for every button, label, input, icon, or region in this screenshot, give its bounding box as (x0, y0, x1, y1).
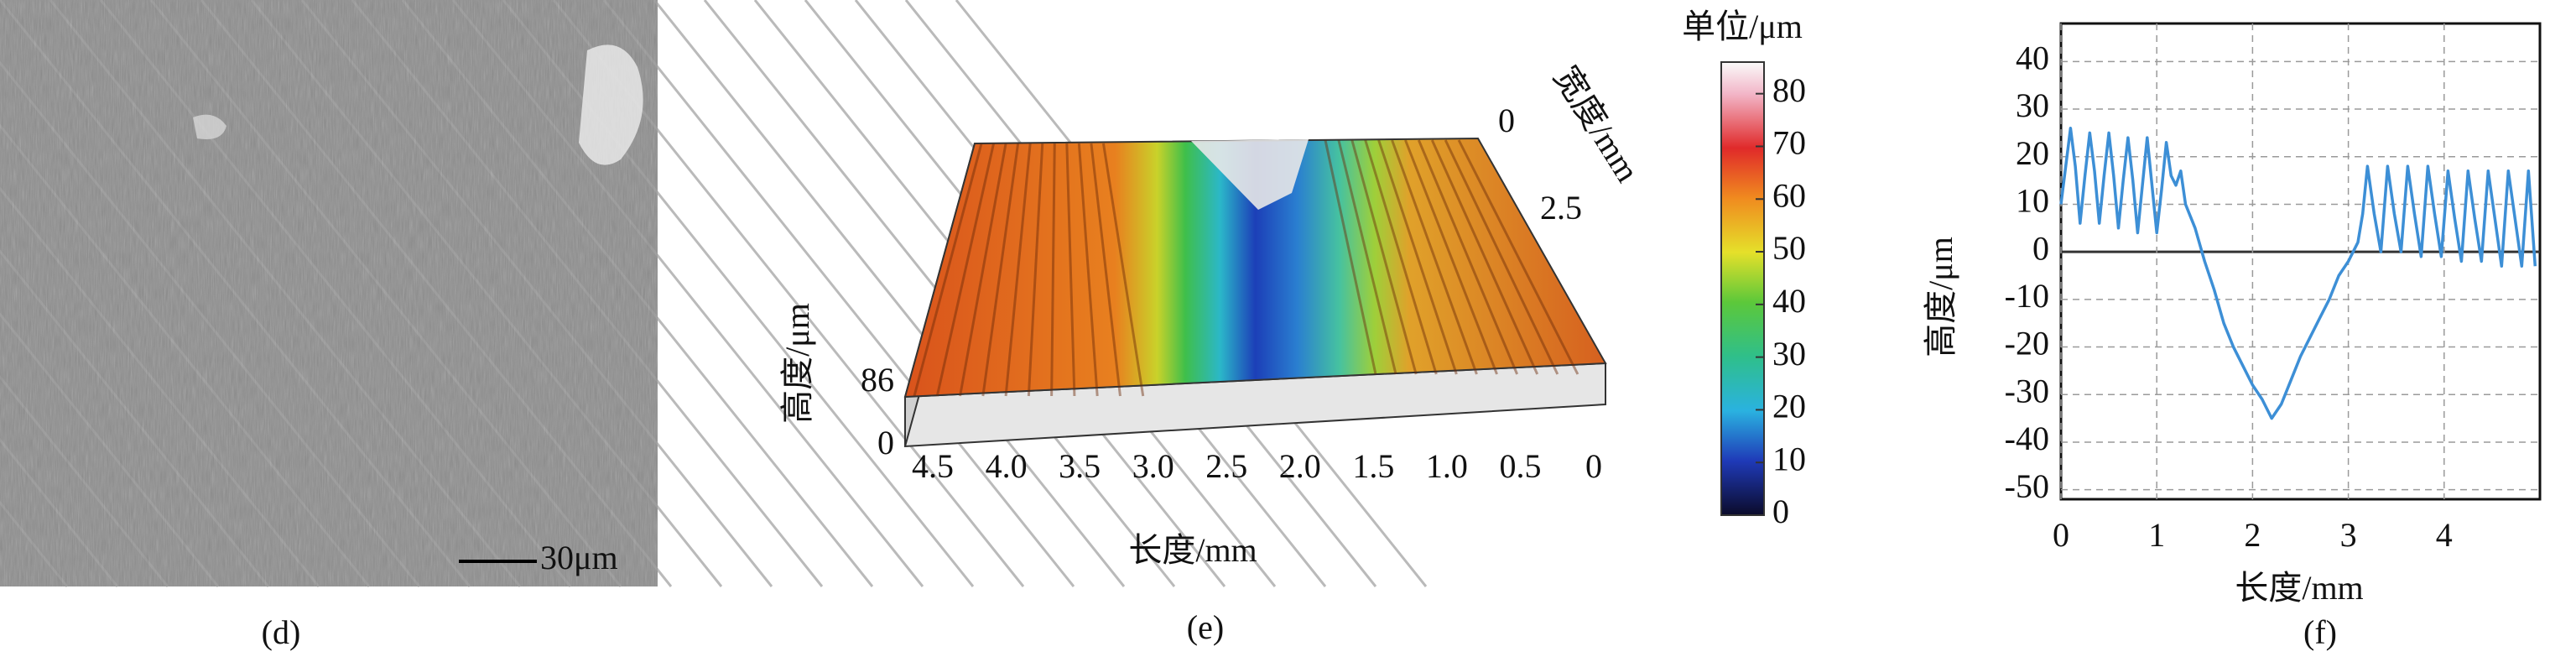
colorbar-tick-label: 0 (1772, 493, 1789, 530)
x-tick-label: 1.5 (1352, 447, 1394, 485)
x-tick-label: 2.5 (1205, 447, 1247, 485)
surface-3d (903, 137, 1607, 448)
ridge (1364, 139, 1438, 375)
ridge (1050, 143, 1056, 397)
micrograph (0, 0, 1428, 587)
colorbar-tick-label: 60 (1772, 176, 1806, 214)
y-tick-label: 0 (2032, 229, 2049, 267)
colorbar-title: 单位/μm (1682, 8, 1803, 45)
y-tick-label: -30 (2005, 372, 2049, 409)
ridge (1065, 143, 1076, 397)
profile-line (2059, 126, 2537, 420)
colorbar-tick-label: 20 (1772, 388, 1806, 425)
colorbar-tick-label: 70 (1772, 124, 1806, 162)
axis-label: 长度/mm (1128, 531, 1257, 569)
ridge (913, 143, 983, 397)
panel-label: (d) (262, 613, 301, 651)
ridge (1391, 139, 1478, 375)
ridge (1077, 143, 1099, 397)
colorbar-tick-label: 10 (1772, 440, 1806, 477)
plot-frame (2059, 22, 2542, 501)
panel-label: (e) (1187, 608, 1224, 646)
ridge (1090, 143, 1121, 397)
ridge (1027, 143, 1044, 397)
y-tick-label: 0 (1498, 102, 1515, 139)
ridge (1350, 139, 1418, 375)
y-tick-label: -50 (2005, 467, 2049, 505)
y-tick-label: -20 (2005, 325, 2049, 362)
x-tick-label: 0 (2053, 516, 2069, 554)
y-tick-label: 30 (2016, 86, 2049, 124)
ridge (1404, 139, 1498, 375)
y-tick-label: 10 (2016, 182, 2049, 220)
y-tick-label: 20 (2016, 134, 2049, 172)
ridge (1377, 139, 1458, 375)
ridge (1417, 139, 1519, 375)
ridge (1324, 139, 1377, 375)
x-tick-label: 1 (2148, 516, 2165, 554)
x-tick-label: 3 (2340, 516, 2357, 554)
ridge (1004, 143, 1032, 397)
ridge (1430, 139, 1539, 375)
colorbar-tick-label: 30 (1772, 335, 1806, 373)
x-tick-label: 2 (2244, 516, 2261, 554)
z-tick-label: 0 (877, 424, 894, 461)
x-axis-label: 长度/mm (2235, 569, 2363, 607)
x-tick-label: 4.5 (912, 447, 954, 485)
colorbar-tick-label: 50 (1772, 229, 1806, 267)
ridge (959, 143, 1007, 397)
ridge (1457, 139, 1579, 375)
y-axis-label: 高度/μm (1922, 237, 1959, 357)
panel-label: (f) (2303, 613, 2337, 651)
colorbar-tick-label: 40 (1772, 282, 1806, 320)
y-tick-label: -40 (2005, 420, 2049, 457)
axis-label: 高度/μm (778, 303, 816, 424)
ridge (1444, 139, 1559, 375)
x-tick-label: 3.5 (1059, 447, 1101, 485)
streak (653, 0, 1126, 587)
x-tick-label: 4 (2436, 516, 2453, 554)
ridge (981, 143, 1020, 397)
x-tick-label: 0.5 (1499, 447, 1541, 485)
scale-bar-label: 30μm (540, 539, 618, 576)
streak (602, 0, 1075, 587)
colorbar-tick-label: 80 (1772, 71, 1806, 109)
x-tick-label: 2.0 (1279, 447, 1321, 485)
y-tick-label: 40 (2016, 39, 2049, 77)
ridge (1337, 139, 1397, 375)
x-tick-label: 3.0 (1132, 447, 1174, 485)
y-tick-label: -10 (2005, 277, 2049, 315)
x-tick-label: 4.0 (986, 447, 1028, 485)
x-tick-label: 1.0 (1426, 447, 1468, 485)
ridge (1101, 143, 1145, 397)
z-tick-label: 86 (861, 361, 894, 399)
y-tick-label: 2.5 (1540, 189, 1582, 227)
ridge (935, 143, 996, 397)
colorbar (1720, 61, 1765, 516)
axis-label: 宽度/mm (1547, 60, 1647, 189)
x-tick-label: 0 (1585, 447, 1602, 485)
